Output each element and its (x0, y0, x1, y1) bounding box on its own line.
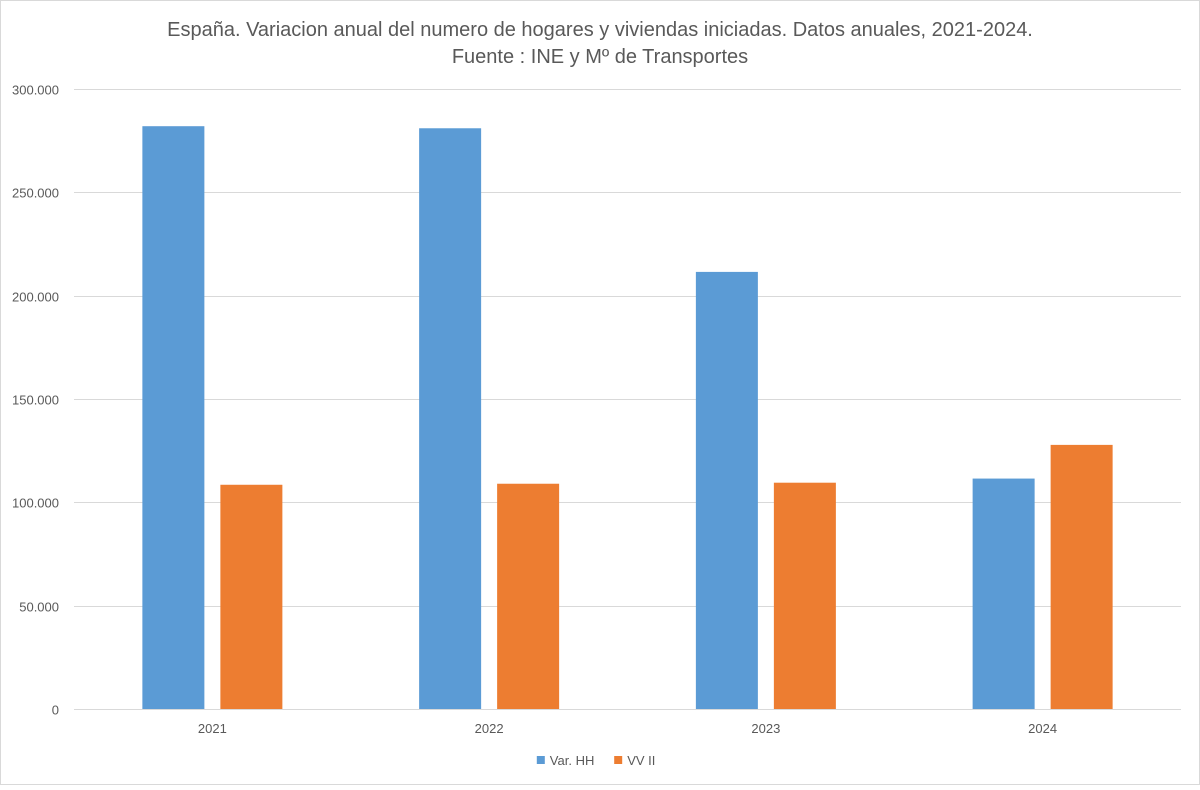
y-tick-label: 200.000 (12, 290, 59, 305)
x-tick-label: 2021 (198, 721, 227, 736)
legend-label: VV II (627, 753, 655, 768)
legend-swatch (536, 756, 545, 764)
bar-var-hh-2022 (419, 128, 482, 709)
legend-swatch (614, 756, 623, 764)
legend: Var. HH VV II (536, 753, 655, 768)
y-tick-label: 150.000 (12, 393, 59, 408)
y-tick-label: 300.000 (12, 83, 59, 98)
chart-title: España. Variacion anual del numero de ho… (167, 19, 1033, 41)
x-tick-label: 2024 (1028, 721, 1057, 736)
bar-var-hh-2021 (142, 126, 205, 709)
legend-label: Var. HH (550, 753, 595, 768)
bars (142, 126, 1113, 709)
bar-vv-ii-2023 (773, 482, 836, 709)
x-tick-label: 2023 (751, 721, 780, 736)
y-tick-label: 0 (52, 703, 59, 718)
y-axis-tick-labels: 0 50.000 100.000 150.000 200.000 250.000 300.0… (12, 83, 59, 718)
bar-var-hh-2024 (972, 478, 1035, 709)
bar-var-hh-2023 (695, 271, 758, 709)
y-tick-label: 100.000 (12, 496, 59, 511)
x-axis-tick-labels: 2021 2022 2023 2024 (198, 721, 1057, 736)
x-tick-label: 2022 (475, 721, 504, 736)
bar-vv-ii-2022 (497, 483, 560, 709)
bar-vv-ii-2021 (220, 484, 283, 709)
chart-subtitle: Fuente : INE y Mº de Transportes (452, 46, 748, 68)
bar-vv-ii-2024 (1050, 444, 1113, 709)
y-tick-label: 50.000 (19, 600, 59, 615)
y-tick-label: 250.000 (12, 186, 59, 201)
